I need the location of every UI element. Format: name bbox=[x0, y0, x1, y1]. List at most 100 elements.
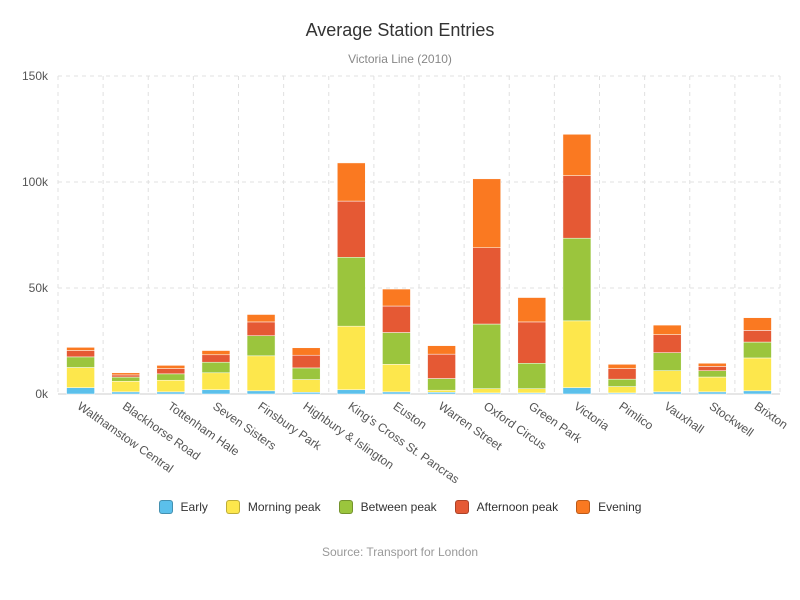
bar-segment bbox=[427, 389, 456, 393]
chart-title: Average Station Entries bbox=[305, 20, 495, 40]
bar-segment bbox=[201, 372, 231, 391]
bar-segment bbox=[156, 365, 186, 369]
bar-segment bbox=[427, 392, 456, 395]
bar-segment bbox=[562, 387, 592, 395]
bar-segment bbox=[652, 324, 682, 335]
bar-segment bbox=[291, 367, 321, 380]
legend-label: Afternoon peak bbox=[476, 500, 559, 514]
bar-segment bbox=[472, 388, 501, 394]
bar-segment bbox=[156, 391, 186, 395]
bar-segment bbox=[337, 162, 366, 202]
legend-item[interactable]: Between peak bbox=[338, 500, 437, 514]
bar-segment bbox=[698, 366, 727, 371]
legend-label: Evening bbox=[598, 500, 642, 514]
bar-segment bbox=[562, 237, 592, 322]
bar-segment bbox=[562, 320, 592, 388]
legend-label: Between peak bbox=[360, 500, 437, 514]
legend-label: Early bbox=[180, 500, 208, 514]
bar-segment bbox=[382, 288, 411, 307]
y-tick-label: 0k bbox=[35, 387, 49, 401]
legend-swatch bbox=[576, 500, 591, 514]
bar-segment bbox=[698, 376, 727, 393]
bar-segment bbox=[201, 350, 231, 356]
bar-segment bbox=[427, 345, 456, 355]
legend-item[interactable]: Evening bbox=[576, 500, 641, 514]
bar-segment bbox=[607, 364, 637, 369]
x-tick-label: Brixton bbox=[752, 399, 791, 432]
bar-segment bbox=[111, 374, 140, 378]
legend-item[interactable]: Early bbox=[158, 500, 208, 514]
bar-segment bbox=[291, 354, 321, 369]
bar-segment bbox=[66, 350, 95, 358]
bar-segment bbox=[698, 391, 727, 395]
bar-segment bbox=[652, 391, 682, 395]
bar-segment bbox=[427, 378, 456, 391]
bar-segment bbox=[472, 178, 501, 248]
bar-segment bbox=[382, 391, 411, 395]
bar-segment bbox=[743, 317, 772, 331]
bar-segment bbox=[743, 390, 772, 395]
bar-segment bbox=[66, 356, 95, 368]
bar-segment bbox=[201, 389, 231, 395]
bar-segment bbox=[66, 387, 95, 395]
bar-segment bbox=[201, 354, 231, 363]
bar-segment bbox=[517, 363, 547, 389]
legend-label: Morning peak bbox=[247, 500, 321, 514]
bar-segment bbox=[337, 200, 366, 258]
x-tick-label: Vauxhall bbox=[661, 399, 706, 436]
bar-segment bbox=[607, 378, 637, 387]
bar-segment bbox=[246, 335, 276, 357]
bar-segment bbox=[517, 321, 547, 364]
bar-segment bbox=[201, 361, 231, 374]
bar-segment bbox=[337, 325, 366, 391]
bar-segment bbox=[111, 376, 140, 382]
bar-segment bbox=[698, 363, 727, 367]
bar-segment bbox=[156, 373, 186, 381]
bar-segment bbox=[156, 379, 186, 393]
legend-item[interactable]: Morning peak bbox=[225, 500, 321, 514]
legend: Early Morning peak Between peak Afternoon p… bbox=[0, 500, 800, 514]
bar-segment bbox=[111, 381, 140, 393]
x-tick-label: Euston bbox=[391, 399, 430, 432]
bar-segment bbox=[246, 355, 276, 392]
legend-swatch bbox=[158, 500, 173, 514]
bar-segment bbox=[472, 247, 501, 325]
bar-segment bbox=[698, 370, 727, 378]
x-tick-label: Pimlico bbox=[616, 399, 656, 433]
legend-swatch bbox=[225, 500, 240, 514]
bar-segment bbox=[246, 390, 276, 395]
bar-segment bbox=[607, 386, 637, 394]
bar-segment bbox=[66, 347, 95, 351]
x-tick-label: Stockwell bbox=[707, 399, 757, 440]
bar-segment bbox=[382, 305, 411, 333]
legend-swatch bbox=[454, 500, 469, 514]
bar-segment bbox=[472, 323, 501, 389]
bar-segment bbox=[156, 368, 186, 375]
bar-segment bbox=[382, 364, 411, 393]
y-tick-label: 50k bbox=[29, 281, 49, 295]
bar-segment bbox=[743, 357, 772, 392]
bar-segment bbox=[291, 392, 321, 395]
legend-swatch bbox=[338, 500, 353, 514]
bar-segment bbox=[246, 314, 276, 323]
bar-segment bbox=[562, 175, 592, 239]
bar-segment bbox=[111, 372, 140, 376]
bar-segment bbox=[652, 352, 682, 371]
bar-segment bbox=[382, 332, 411, 365]
bar-segment bbox=[743, 341, 772, 359]
bar-segment bbox=[111, 391, 140, 395]
bar-segment bbox=[427, 353, 456, 379]
y-tick-label: 100k bbox=[22, 175, 49, 189]
bar-segment bbox=[517, 297, 547, 323]
bar-segment bbox=[291, 347, 321, 356]
bar-segment bbox=[337, 389, 366, 395]
chart-source: Source: Transport for London bbox=[321, 545, 479, 559]
bar-segment bbox=[517, 388, 547, 394]
legend-item[interactable]: Afternoon peak bbox=[454, 500, 559, 514]
bar-segment bbox=[66, 367, 95, 388]
bar-segment bbox=[291, 379, 321, 393]
bar-segment bbox=[743, 330, 772, 343]
bar-segment bbox=[562, 134, 592, 176]
